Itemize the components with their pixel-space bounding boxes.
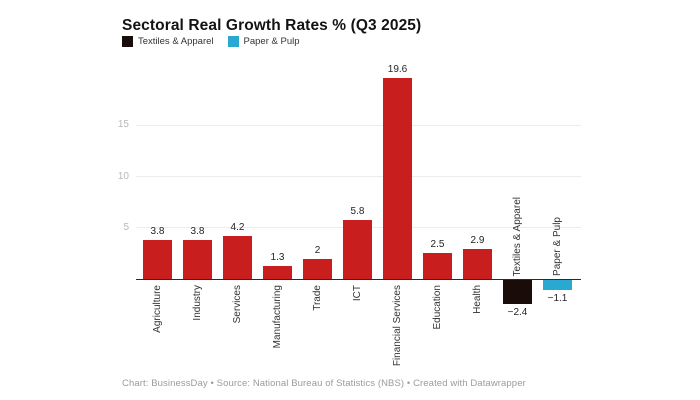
- category-label: Manufacturing: [271, 285, 283, 349]
- category-label: Financial Services: [391, 285, 403, 367]
- y-axis-tick-label: 5: [123, 221, 129, 233]
- bar: [383, 78, 412, 279]
- legend-label: Paper & Pulp: [243, 36, 300, 47]
- category-label: Education: [431, 285, 443, 330]
- bar-value-label: 1.3: [270, 251, 285, 263]
- bar-value-label: −2.4: [507, 306, 528, 318]
- bar-value-label: −1.1: [547, 293, 568, 305]
- bar: [303, 258, 332, 279]
- bar-value-label: 2.9: [470, 235, 485, 247]
- bar-value-label: 2: [314, 244, 321, 256]
- chart-title: Sectoral Real Growth Rates % (Q3 2025): [122, 17, 422, 35]
- legend-item-paper: Paper & Pulp: [227, 36, 300, 47]
- y-axis-tick-label: 15: [117, 119, 129, 131]
- bar-value-label: 4.2: [230, 221, 245, 233]
- category-label: Paper & Pulp: [551, 217, 563, 276]
- bar: [503, 279, 532, 304]
- category-label: Health: [471, 285, 483, 314]
- legend-item-textiles: Textiles & Apparel: [122, 36, 214, 47]
- bar: [423, 253, 452, 279]
- legend-swatch-paper-icon: [227, 36, 239, 47]
- bar: [463, 249, 492, 279]
- gridline: [136, 124, 581, 126]
- bar: [343, 219, 372, 279]
- bar-value-label: 3.8: [190, 226, 205, 238]
- bar: [183, 240, 212, 279]
- x-axis-line: [136, 278, 581, 280]
- gridline: [136, 176, 581, 177]
- legend: Textiles & Apparel Paper & Pulp: [122, 36, 300, 47]
- category-label: Industry: [191, 285, 203, 321]
- legend-swatch-textiles-icon: [122, 36, 133, 47]
- category-label: ICT: [351, 285, 363, 302]
- bar: [143, 240, 172, 279]
- category-label: Services: [231, 285, 243, 324]
- category-label: Trade: [311, 285, 323, 311]
- bar: [263, 265, 292, 279]
- bar-value-label: 19.6: [387, 64, 408, 76]
- bar-value-label: 5.8: [350, 205, 365, 217]
- category-label: Textiles & Apparel: [511, 196, 523, 277]
- legend-label: Textiles & Apparel: [138, 36, 214, 47]
- bar: [223, 235, 252, 279]
- category-label: Agriculture: [151, 285, 163, 333]
- bar: [543, 279, 572, 291]
- chart-footer: Chart: BusinessDay • Source: National Bu…: [122, 378, 526, 389]
- y-axis-tick-label: 10: [117, 170, 129, 182]
- bar-value-label: 2.5: [430, 239, 445, 251]
- bar-value-label: 3.8: [150, 226, 165, 238]
